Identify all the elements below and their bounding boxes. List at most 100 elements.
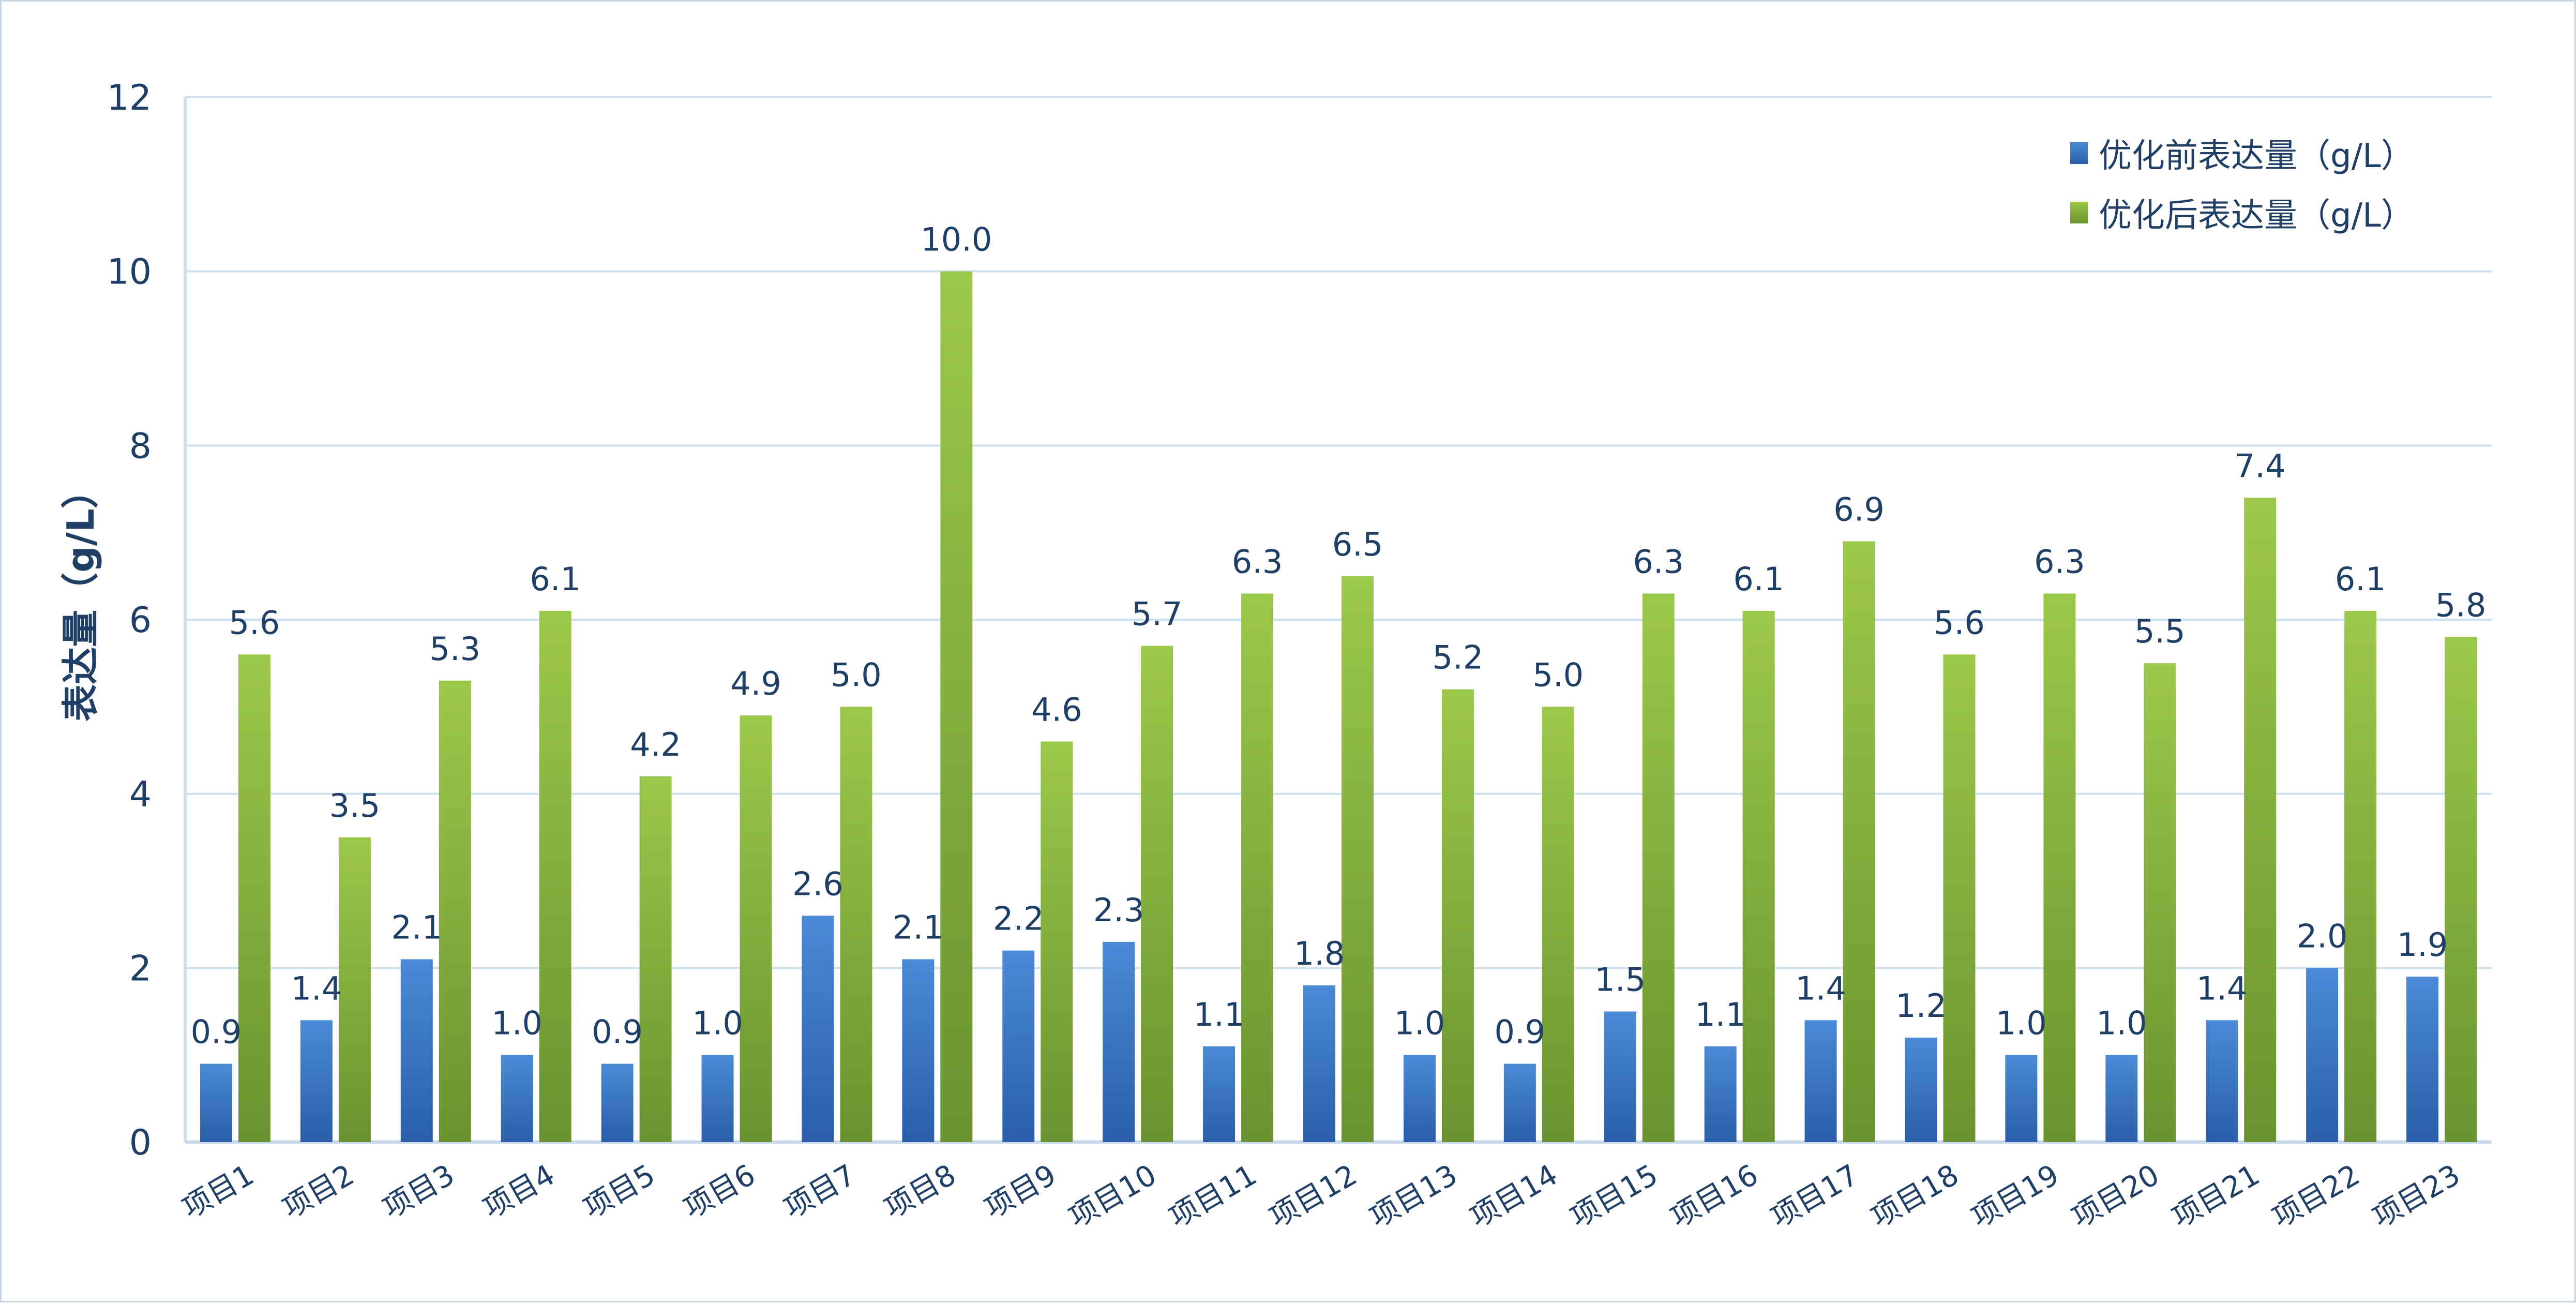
data-label: 6.1 — [530, 560, 581, 598]
x-tick-label: 项目20 — [2066, 1158, 2165, 1235]
bar-after — [2244, 498, 2277, 1143]
y-tick-label: 12 — [107, 78, 152, 118]
data-label: 6.1 — [1733, 560, 1784, 598]
legend-label: 优化后表达量（g/L） — [2099, 197, 2414, 235]
bar-before — [1002, 950, 1035, 1142]
bar-after — [840, 707, 872, 1142]
x-tick-label: 项目12 — [1264, 1158, 1363, 1235]
x-tick-label: 项目17 — [1765, 1158, 1864, 1235]
data-label: 1.9 — [2397, 926, 2448, 964]
data-label: 5.6 — [229, 604, 280, 641]
bar-after — [539, 611, 571, 1142]
data-label: 2.1 — [893, 909, 944, 947]
bar-after — [2043, 593, 2076, 1142]
data-label: 2.2 — [993, 900, 1044, 938]
data-label: 4.9 — [730, 665, 781, 702]
data-label: 1.0 — [2096, 1005, 2147, 1042]
data-label: 1.0 — [1996, 1005, 2047, 1042]
x-tick-label: 项目10 — [1063, 1158, 1162, 1235]
bar-after — [338, 837, 371, 1142]
bar-before — [1704, 1046, 1737, 1142]
data-label: 6.9 — [1833, 491, 1885, 529]
data-label: 5.7 — [1132, 595, 1183, 633]
bar-before — [2406, 977, 2439, 1142]
data-label: 0.9 — [191, 1013, 242, 1051]
bar-after — [940, 271, 973, 1142]
category-labels: 项目1 项目2 项目3 项目4 项目5 项目6 项目7 项目8 项目9 项目10 项目11 项目12 项… — [177, 1158, 2466, 1235]
data-label: 1.1 — [1194, 996, 1245, 1033]
data-label: 1.4 — [2196, 969, 2248, 1007]
y-tick-label: 6 — [129, 600, 152, 641]
x-tick-label: 项目23 — [2367, 1158, 2466, 1235]
bar-after — [2144, 663, 2176, 1142]
y-tick-label: 0 — [129, 1122, 152, 1163]
bar-before — [1303, 985, 1335, 1142]
x-tick-label: 项目14 — [1465, 1158, 1563, 1235]
data-label: 1.8 — [1294, 935, 1345, 972]
data-label: 7.4 — [2235, 447, 2286, 485]
data-label: 1.0 — [491, 1005, 543, 1042]
legend-label: 优化前表达量（g/L） — [2099, 137, 2414, 175]
x-tick-label: 项目19 — [1966, 1158, 2065, 1235]
data-label: 2.1 — [391, 909, 442, 947]
bar-before — [1604, 1011, 1636, 1142]
bar-before — [200, 1063, 232, 1142]
bar-before — [601, 1063, 634, 1142]
bar-after — [1542, 707, 1574, 1142]
bar-after — [2344, 611, 2377, 1142]
bar-after — [1141, 646, 1173, 1142]
data-label: 1.0 — [692, 1005, 743, 1042]
bar-after — [1642, 593, 1675, 1142]
data-label: 5.2 — [1433, 639, 1484, 677]
bar-after — [1041, 741, 1073, 1142]
bars — [200, 271, 2477, 1143]
bar-after — [1241, 593, 1274, 1142]
data-label: 0.9 — [1495, 1013, 1546, 1051]
bar-before — [2306, 968, 2339, 1142]
data-label: 3.5 — [329, 787, 381, 825]
bar-before — [2206, 1020, 2238, 1142]
data-label: 4.2 — [630, 726, 681, 763]
bar-before — [701, 1055, 734, 1142]
bar-after — [1342, 576, 1374, 1142]
data-label: 6.1 — [2335, 560, 2386, 598]
y-tick-label: 8 — [129, 426, 152, 467]
bar-after — [1441, 689, 1474, 1142]
data-label: 5.8 — [2435, 587, 2487, 624]
data-label: 6.5 — [1332, 526, 1383, 563]
x-tick-label: 项目16 — [1665, 1158, 1764, 1235]
bar-before — [2105, 1055, 2138, 1142]
x-tick-label: 项目3 — [377, 1158, 460, 1225]
bar-after — [238, 654, 270, 1142]
x-tick-label: 项目11 — [1164, 1158, 1262, 1235]
y-axis-title: 表达量（g/L） — [59, 471, 102, 722]
data-label: 6.3 — [1633, 543, 1684, 581]
bar-before — [1503, 1063, 1536, 1142]
data-label: 4.6 — [1031, 691, 1082, 729]
data-label: 1.5 — [1594, 961, 1646, 999]
x-tick-label: 项目22 — [2267, 1158, 2366, 1235]
data-label: 1.4 — [291, 969, 342, 1007]
data-label: 0.9 — [592, 1013, 643, 1051]
x-tick-label: 项目13 — [1364, 1158, 1463, 1235]
bar-after — [1943, 654, 1976, 1142]
data-label: 5.5 — [2134, 612, 2186, 650]
data-label: 5.0 — [1533, 656, 1584, 694]
bar-before — [501, 1055, 533, 1142]
bar-before — [1203, 1046, 1236, 1142]
legend-swatch — [2070, 142, 2088, 164]
x-tick-label: 项目8 — [879, 1158, 961, 1225]
y-tick-label: 4 — [129, 774, 152, 815]
data-label: 2.3 — [1093, 891, 1144, 929]
bar-before — [1905, 1038, 1937, 1142]
x-tick-label: 项目1 — [177, 1158, 260, 1225]
data-labels: 0.9 5.6 1.4 3.5 2.1 5.3 1.0 6.1 0.9 4.2 1.0 4.9 2.6 5… — [191, 221, 2487, 1051]
x-tick-label: 项目18 — [1865, 1158, 1964, 1235]
bar-before — [902, 959, 935, 1142]
data-label: 1.4 — [1795, 969, 1846, 1007]
x-tick-label: 项目15 — [1565, 1158, 1664, 1235]
data-label: 5.3 — [429, 630, 480, 668]
data-label: 6.3 — [1232, 543, 1283, 581]
